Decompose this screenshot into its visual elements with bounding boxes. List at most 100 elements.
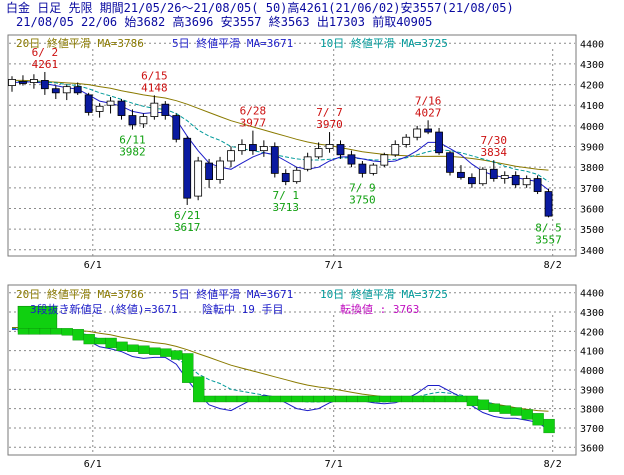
candle-down [19, 81, 27, 84]
break-brick [291, 395, 303, 403]
price-y-tick: 4300 [580, 60, 604, 71]
break-brick [83, 333, 95, 345]
annotation-value: 4261 [32, 58, 59, 71]
candle-up [380, 154, 389, 166]
price-y-tick: 3500 [580, 225, 604, 236]
candle-down [51, 88, 60, 94]
break-brick [302, 395, 314, 403]
break-x-tick: 6/1 [84, 459, 102, 470]
candle-up [194, 160, 203, 197]
break-brick [72, 329, 84, 341]
annotation-value: 3557 [535, 233, 562, 246]
candle-down [40, 80, 49, 90]
candle-down [435, 131, 443, 154]
candle-up [216, 160, 224, 180]
candle-up [522, 178, 531, 186]
price-x-tick: 8/2 [544, 260, 562, 271]
break-brick [182, 353, 194, 383]
candle-up [150, 102, 159, 117]
candle-down [336, 144, 345, 156]
candle-up [292, 169, 301, 183]
break-brick [324, 395, 336, 403]
annotation-value: 3713 [273, 201, 300, 214]
price-x-tick: 7/1 [325, 260, 343, 271]
break-brick [346, 395, 358, 403]
break-y-tick: 3800 [580, 405, 604, 416]
annotation-value: 3750 [349, 194, 376, 207]
candle-up [259, 146, 268, 152]
break-brick [127, 344, 139, 352]
price-panel-frame [7, 34, 577, 257]
annotation-value: 3834 [481, 146, 508, 159]
candle-down [467, 177, 476, 185]
break-brick [39, 328, 52, 335]
candle-up [325, 144, 334, 149]
break-brick [94, 337, 106, 345]
legend-ma20: 20日 終値平滑 MA=3786 [16, 36, 144, 50]
annotation-date: 6/21 [174, 209, 201, 222]
annotation-date: 6/ 2 [32, 46, 59, 59]
break-brick [543, 418, 555, 434]
ma20-line [12, 79, 549, 171]
break-brick [192, 376, 205, 403]
candle-up [29, 79, 38, 83]
break-brick [488, 403, 501, 412]
legend2-break-close: 3段抜き新値足 (終値)=3671 [30, 302, 178, 316]
candle-up [139, 116, 148, 125]
break-brick [521, 409, 533, 420]
break-brick [313, 395, 325, 403]
break-brick [50, 328, 62, 335]
annotation-value: 3970 [316, 118, 343, 131]
candle-up [8, 79, 16, 87]
candle-up [95, 105, 104, 112]
break-line-series [17, 305, 555, 434]
break-brick [433, 395, 446, 403]
break-brick [444, 395, 457, 403]
legend2-reversal-value: 転換値 : 3763 [340, 303, 419, 316]
annotation-value: 3982 [119, 146, 146, 159]
price-y-tick: 3900 [580, 143, 604, 154]
price-y-tick: 4200 [580, 81, 604, 92]
break-brick [225, 395, 238, 403]
candle-down [205, 162, 214, 180]
candle-up [106, 100, 115, 106]
price-y-tick: 3800 [580, 163, 604, 174]
break-panel-frame [7, 284, 577, 456]
break-block [17, 305, 58, 332]
break-brick [214, 395, 227, 403]
price-y-tick: 4100 [580, 101, 604, 112]
candle-down [248, 144, 257, 152]
break-brick [280, 395, 292, 403]
price-y-axis: 4400 4300 4200 4100 4000 3900 3800 3700 3600 3500… [580, 39, 604, 257]
break-brick [368, 395, 380, 403]
chart-title: 白金 日足 先限 期間21/05/26〜21/08/05( 50)高4261(2… [6, 1, 514, 15]
candle-down [424, 128, 433, 133]
break-y-axis: 4400 4300 4200 4100 4000 3900 3800 3700 3600 [580, 289, 604, 455]
break-y-tick: 3600 [580, 443, 604, 454]
break-brick [17, 328, 30, 335]
candle-down [533, 178, 542, 192]
break-brick [105, 337, 117, 349]
break-brick [149, 347, 161, 355]
price-x-axis: 6/1 7/1 8/2 [84, 260, 562, 271]
candle-down [128, 115, 137, 126]
candle-down [270, 146, 279, 174]
price-moving-averages [11, 79, 549, 191]
annotation-date: 7/ 9 [349, 182, 376, 195]
break-brick [138, 345, 150, 354]
break-brick [269, 395, 282, 403]
break-y-tick: 4100 [580, 347, 604, 358]
candle-down [161, 103, 170, 116]
candle-down [84, 94, 93, 113]
candle-down [281, 172, 290, 183]
break-brick [510, 407, 522, 416]
legend2-reversal-count: 陰転中 19 手目 [202, 302, 284, 316]
candle-up [478, 168, 487, 185]
break-y-tick: 3900 [580, 385, 604, 396]
candle-down [446, 152, 454, 173]
break-y-tick: 4400 [580, 289, 604, 300]
candle-up [413, 128, 422, 138]
annotation-value: 3977 [240, 117, 267, 130]
